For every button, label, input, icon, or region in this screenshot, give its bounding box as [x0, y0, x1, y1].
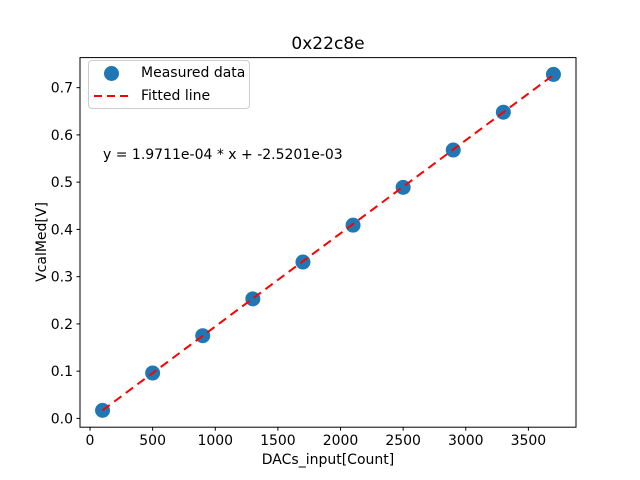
x-tick-label: 1500	[260, 433, 296, 449]
y-tick-label: 0.3	[51, 270, 73, 286]
y-tick-label: 0.7	[51, 81, 73, 97]
chart-title: 0x22c8e	[291, 34, 365, 54]
axes-frame	[79, 57, 577, 428]
legend-entry-measured-data: Measured data	[93, 63, 246, 84]
legend: Measured data Fitted line	[88, 60, 250, 109]
x-tick-label: 1000	[197, 433, 233, 449]
fitted-line	[101, 74, 555, 412]
y-tick-label: 0.2	[51, 317, 73, 333]
x-tick-label: 0	[86, 433, 95, 449]
legend-label-measured-data: Measured data	[141, 65, 246, 82]
y-tick-label: 0.6	[51, 128, 73, 144]
legend-sample-area	[93, 94, 129, 97]
legend-label-fitted-line: Fitted line	[141, 87, 211, 104]
data-point	[95, 402, 111, 418]
y-axis-label: VcalMed[V]	[34, 202, 50, 282]
x-tick-label: 500	[139, 433, 166, 449]
legend-sample-area	[93, 65, 129, 81]
x-tick-label: 3500	[511, 433, 547, 449]
dashed-line-icon	[94, 94, 128, 97]
fit-equation-annotation: y = 1.9711e-04 * x + -2.5201e-03	[103, 147, 343, 163]
y-tick-label: 0.0	[51, 411, 73, 427]
x-tick-label: 2000	[323, 433, 359, 449]
scatter-marker-icon	[103, 65, 119, 81]
x-tick-label: 3000	[448, 433, 484, 449]
y-tick-label: 0.1	[51, 364, 73, 380]
y-tick-label: 0.5	[51, 175, 73, 191]
y-tick-label: 0.4	[51, 222, 73, 238]
legend-entry-fitted-line: Fitted line	[93, 85, 243, 106]
x-axis-label: DACs_input[Count]	[261, 452, 395, 468]
x-tick-label: 2500	[385, 433, 421, 449]
